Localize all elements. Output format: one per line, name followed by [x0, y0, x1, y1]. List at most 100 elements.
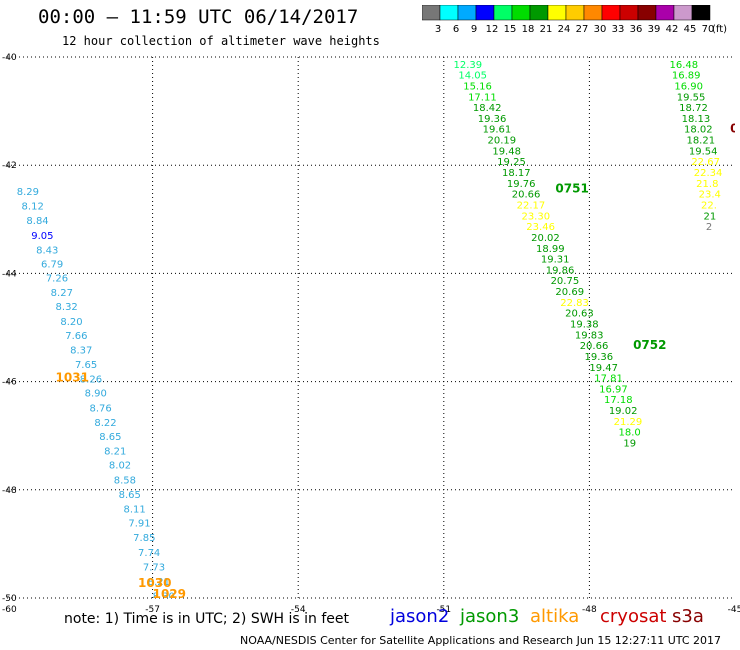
- swh-value-label: 19.38: [570, 320, 599, 331]
- colorbar-tick-label: 45: [684, 24, 697, 35]
- swh-value-label: 22.34: [694, 168, 723, 179]
- swh-value-label: 7.85: [133, 533, 155, 544]
- latitude-tick-label: -40: [2, 53, 17, 63]
- swh-value-label: 7.91: [128, 519, 150, 530]
- colorbar-tick-label: 24: [558, 24, 571, 35]
- swh-value-label: 19.55: [677, 92, 706, 103]
- swh-value-label: 18.17: [502, 168, 531, 179]
- swh-value-label: 21.8: [696, 179, 718, 190]
- swh-value-label: 9.05: [31, 231, 53, 242]
- swh-value-label: 19.25: [497, 157, 526, 168]
- longitude-tick-label: -57: [145, 605, 160, 615]
- swh-value-label: 22.: [701, 200, 717, 211]
- time-stamp-label: 1030: [138, 576, 171, 590]
- swh-value-label: 8.20: [60, 317, 82, 328]
- swh-value-label: 6.79: [41, 259, 63, 270]
- colorbar-tick-label: 21: [540, 24, 553, 35]
- latitude-tick-label: -50: [2, 594, 17, 604]
- swh-value-label: 18.99: [536, 244, 565, 255]
- swh-value-label: 7.26: [46, 274, 68, 285]
- corner-tick-label: -60: [2, 605, 17, 615]
- swh-value-label: 8.30: [153, 592, 175, 603]
- swh-value-label: 20.19: [487, 136, 516, 147]
- colorbar-swatch: [691, 5, 711, 21]
- time-stamp-label: 0: [730, 122, 738, 136]
- legend-altika: altika: [530, 606, 580, 627]
- swh-value-label: 8.29: [17, 187, 39, 198]
- longitude-tick-label: -51: [436, 605, 451, 615]
- swh-value-label: 23.46: [526, 222, 555, 233]
- swh-value-label: 8.21: [148, 577, 170, 588]
- swh-value-label: 8.12: [22, 202, 44, 213]
- swh-value-label: 19.02: [609, 406, 638, 417]
- swh-value-label: 8.43: [36, 245, 58, 256]
- swh-value-label: 19.31: [541, 255, 570, 266]
- swh-value-label: 19.86: [546, 265, 575, 276]
- swh-value-label: 23.30: [521, 211, 550, 222]
- latitude-tick-label: -44: [2, 269, 17, 279]
- colorbar-tick-label: 18: [522, 24, 535, 35]
- swh-value-label: 8.27: [51, 288, 73, 299]
- swh-value-label: 19.36: [585, 352, 614, 363]
- swh-value-label: 19.61: [483, 125, 512, 136]
- swh-value-label: 18.21: [686, 136, 715, 147]
- swh-value-label: 18.02: [684, 125, 713, 136]
- colorbar-tick-label: 30: [594, 24, 607, 35]
- swh-value-label: 17.81: [594, 374, 623, 385]
- latitude-tick-label: -48: [2, 486, 17, 496]
- swh-value-label: 20.69: [555, 287, 584, 298]
- swh-value-label: 17.18: [604, 395, 633, 406]
- swh-value-label: 8.58: [114, 475, 136, 486]
- swh-value-label: 17.11: [468, 92, 497, 103]
- colorbar-tick-label: 70: [702, 24, 715, 35]
- time-stamp-label: 0751: [555, 181, 588, 195]
- units-note: note: 1) Time is in UTC; 2) SWH is in fe…: [64, 611, 350, 627]
- swh-value-label: 18.0: [619, 428, 641, 439]
- swh-value-label: 13.78: [449, 49, 478, 60]
- credit-line: NOAA/NESDIS Center for Satellite Applica…: [240, 634, 722, 647]
- longitude-tick-label: -54: [291, 605, 306, 615]
- chart-title: 00:00 – 11:59 UTC 06/14/2017: [38, 6, 359, 28]
- swh-value-label: 7.65: [75, 360, 97, 371]
- swh-value-label: 8.21: [104, 447, 126, 458]
- swh-value-label: 19.76: [507, 179, 536, 190]
- time-stamp-label: 0752: [633, 338, 666, 352]
- swh-value-label: 16.89: [672, 71, 701, 82]
- swh-value-label: 8.90: [85, 389, 107, 400]
- swh-value-label: 12.39: [454, 60, 483, 71]
- swh-value-label: 8.84: [26, 216, 48, 227]
- swh-value-label: 19.54: [689, 146, 718, 157]
- latitude-tick-label: -42: [2, 161, 17, 171]
- swh-value-label: 20.66: [580, 341, 609, 352]
- swh-value-label: 8.11: [123, 505, 145, 516]
- swh-value-label: 19.48: [492, 146, 521, 157]
- colorbar-tick-label: 9: [471, 24, 477, 35]
- swh-value-label: 15.35: [667, 49, 696, 60]
- colorbar-legend: 3 6 9 12 15 18 21 24 27 30 33 36 39 42 45 70(ft): [422, 5, 727, 35]
- swh-value-label: 8.65: [99, 432, 121, 443]
- swh-value-label: 8.65: [119, 490, 141, 501]
- swh-value-label: 14.05: [458, 71, 487, 82]
- swh-value-label: 8.22: [94, 418, 116, 429]
- swh-value-label: 8.26: [80, 375, 102, 386]
- legend-jason2: jason2: [390, 606, 450, 627]
- swh-value-label: 20.02: [531, 233, 560, 244]
- swh-value-label: 16.90: [674, 81, 703, 92]
- colorbar-tick-label: 12: [486, 24, 499, 35]
- swh-value-label: 8.37: [70, 345, 92, 356]
- colorbar-unit-label: (ft): [712, 24, 727, 35]
- legend-jason3: jason3: [460, 606, 520, 627]
- swh-value-label: 22.17: [517, 200, 546, 211]
- swh-value-label: 8.02: [109, 461, 131, 472]
- colorbar-tick-label: 36: [630, 24, 643, 35]
- time-stamp-label: 0134: [720, 46, 740, 60]
- swh-value-label: 18.13: [682, 114, 711, 125]
- swh-value-label: 8.32: [56, 302, 78, 313]
- colorbar-tick-label: 42: [666, 24, 679, 35]
- swh-value-label: 19.36: [478, 114, 507, 125]
- swh-value-label: 20.75: [551, 276, 580, 287]
- longitude-tick-label: -45: [728, 605, 740, 615]
- swh-value-label: 8.76: [90, 403, 112, 414]
- swh-value-label: 7.74: [138, 548, 160, 559]
